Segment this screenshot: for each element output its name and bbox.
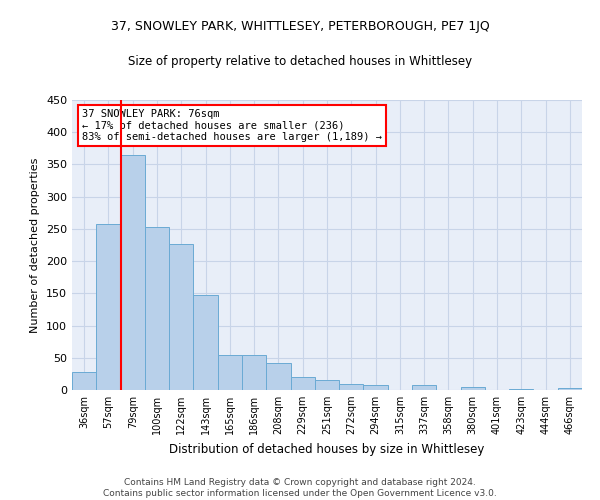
Bar xyxy=(412,386,436,390)
Bar xyxy=(315,380,339,390)
Bar xyxy=(121,155,145,390)
Bar xyxy=(266,363,290,390)
Bar xyxy=(242,354,266,390)
Bar xyxy=(339,384,364,390)
Bar xyxy=(193,294,218,390)
Bar xyxy=(169,244,193,390)
Text: Size of property relative to detached houses in Whittlesey: Size of property relative to detached ho… xyxy=(128,55,472,68)
X-axis label: Distribution of detached houses by size in Whittlesey: Distribution of detached houses by size … xyxy=(169,442,485,456)
Text: Contains HM Land Registry data © Crown copyright and database right 2024.
Contai: Contains HM Land Registry data © Crown c… xyxy=(103,478,497,498)
Bar xyxy=(509,388,533,390)
Bar xyxy=(72,372,96,390)
Text: 37, SNOWLEY PARK, WHITTLESEY, PETERBOROUGH, PE7 1JQ: 37, SNOWLEY PARK, WHITTLESEY, PETERBOROU… xyxy=(110,20,490,33)
Text: 37 SNOWLEY PARK: 76sqm
← 17% of detached houses are smaller (236)
83% of semi-de: 37 SNOWLEY PARK: 76sqm ← 17% of detached… xyxy=(82,108,382,142)
Bar xyxy=(461,388,485,390)
Bar xyxy=(218,354,242,390)
Bar xyxy=(145,227,169,390)
Bar xyxy=(290,377,315,390)
Bar xyxy=(96,224,121,390)
Y-axis label: Number of detached properties: Number of detached properties xyxy=(31,158,40,332)
Bar xyxy=(364,385,388,390)
Bar xyxy=(558,388,582,390)
